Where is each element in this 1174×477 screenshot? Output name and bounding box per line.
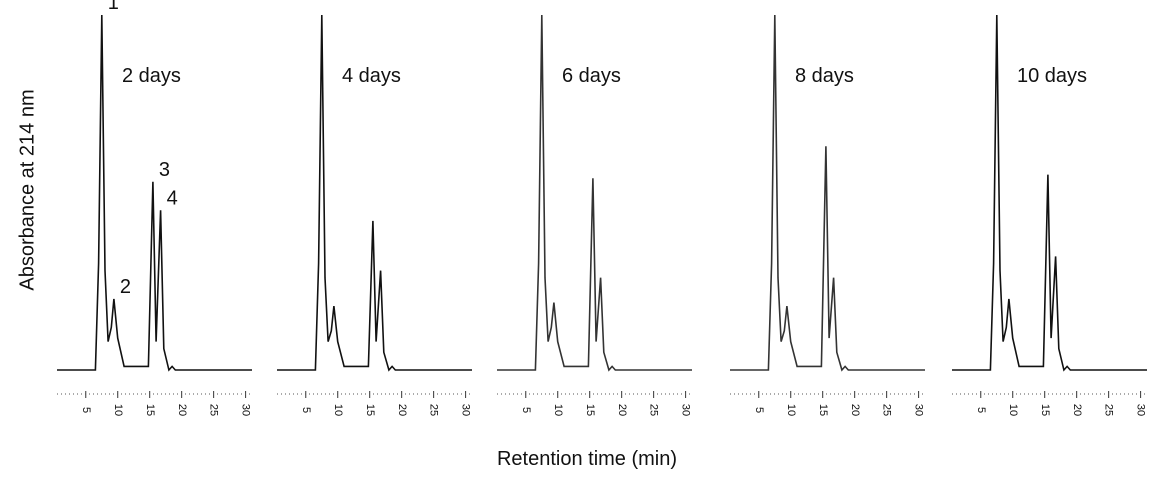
x-tick-label: 20: [176, 404, 188, 416]
x-tick-label: 15: [144, 404, 156, 416]
x-tick-label: 15: [1039, 404, 1051, 416]
x-tick-label: 20: [396, 404, 408, 416]
x-tick-label: 20: [616, 404, 628, 416]
x-tick-label: 25: [428, 404, 440, 416]
x-tick-label: 25: [881, 404, 893, 416]
peak-label: 3: [159, 159, 170, 181]
chromatogram-line: [952, 14, 1147, 372]
peak-label: 1: [108, 0, 119, 14]
x-tick-label: 25: [208, 404, 220, 416]
peak-label: 4: [167, 187, 178, 209]
x-tick-label: 30: [460, 404, 472, 416]
panel-title: 8 days: [795, 65, 854, 87]
x-tick-label: 10: [112, 404, 124, 416]
chromatogram-line: [277, 14, 472, 372]
x-tick-label: 30: [240, 404, 252, 416]
x-axis-label: Retention time (min): [497, 448, 677, 470]
chromatogram-line: [730, 14, 925, 372]
x-tick-label: 5: [300, 407, 312, 413]
panel-title: 2 days: [122, 65, 181, 87]
x-tick-label: 15: [817, 404, 829, 416]
x-tick-label: 5: [520, 407, 532, 413]
peak-label: 2: [120, 276, 131, 298]
panel-title: 10 days: [1017, 65, 1087, 87]
x-tick-label: 10: [332, 404, 344, 416]
x-tick-label: 10: [1007, 404, 1019, 416]
x-tick-label: 15: [364, 404, 376, 416]
chromatogram-line: [497, 14, 692, 372]
panel-title: 6 days: [562, 65, 621, 87]
x-tick-label: 5: [975, 407, 987, 413]
x-tick-label: 5: [753, 407, 765, 413]
x-tick-label: 25: [648, 404, 660, 416]
x-tick-label: 20: [849, 404, 861, 416]
x-tick-label: 10: [785, 404, 797, 416]
x-tick-label: 30: [680, 404, 692, 416]
chromatogram-line: [57, 14, 252, 372]
x-tick-label: 5: [80, 407, 92, 413]
x-tick-label: 15: [584, 404, 596, 416]
y-axis-label: Absorbance at 214 nm: [16, 89, 38, 290]
x-tick-label: 30: [913, 404, 925, 416]
panel-title: 4 days: [342, 65, 401, 87]
x-tick-label: 30: [1135, 404, 1147, 416]
x-tick-label: 20: [1071, 404, 1083, 416]
x-tick-label: 25: [1103, 404, 1115, 416]
x-tick-label: 10: [552, 404, 564, 416]
